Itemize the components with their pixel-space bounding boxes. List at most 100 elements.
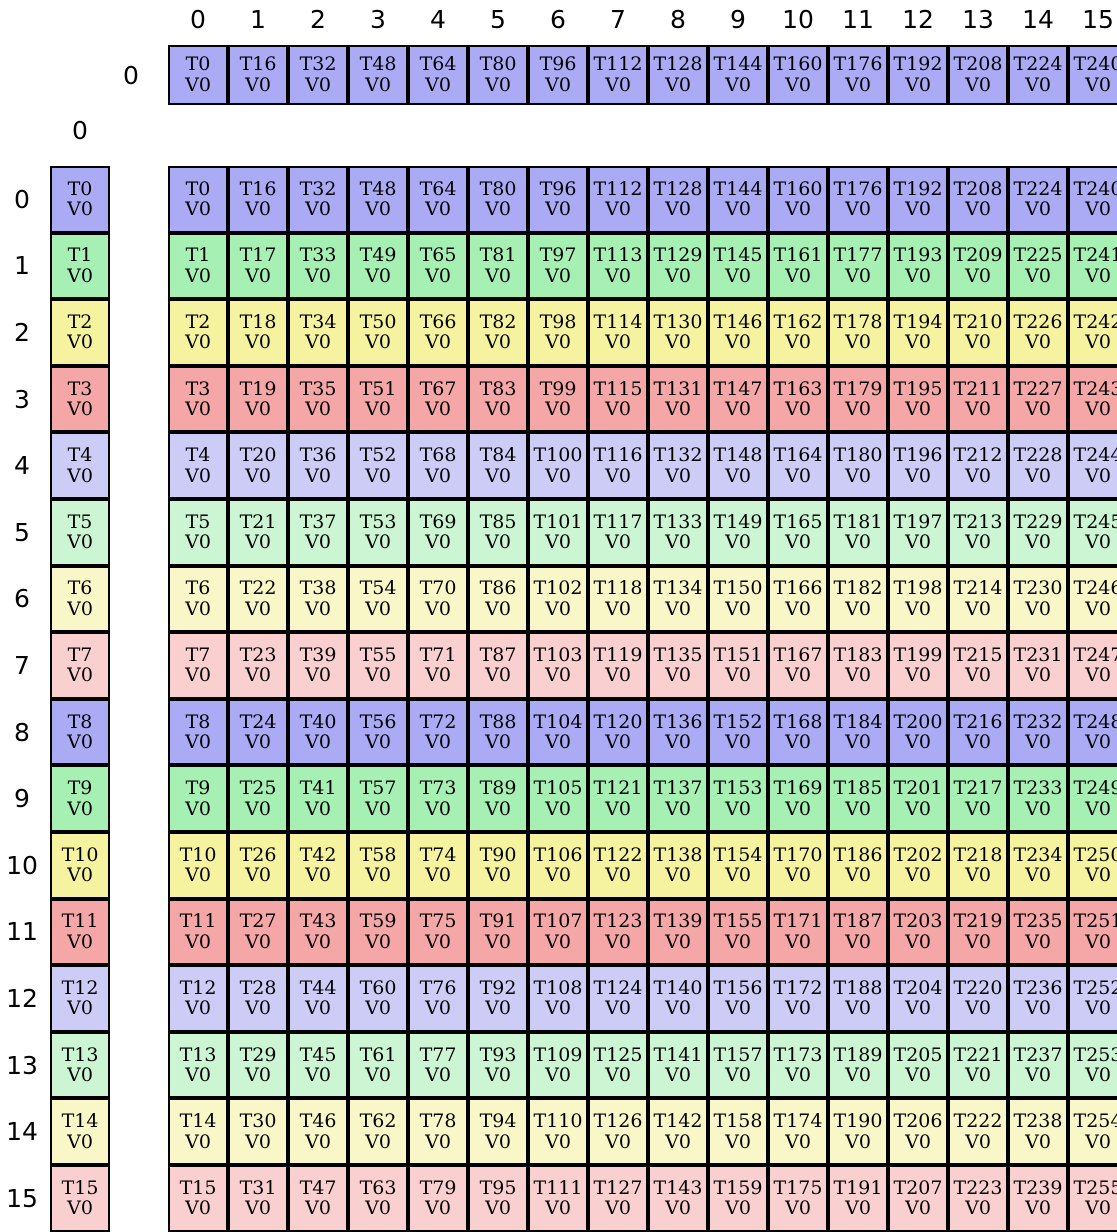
cell-thread-id: T91: [479, 910, 517, 933]
cell-value-id: V0: [305, 930, 331, 953]
grid-cell-T179: T179 V0: [828, 365, 888, 433]
cell-thread-id: T129: [653, 244, 703, 267]
grid-cell-T101: T101 V0: [528, 499, 588, 566]
grid-cell-T44: T44 V0: [288, 965, 348, 1032]
grid-cell-T221: T221 V0: [948, 1031, 1008, 1099]
cell-value-id: V0: [425, 1064, 451, 1087]
cell-value-id: V0: [545, 1064, 571, 1087]
cell-thread-id: T134: [653, 577, 703, 600]
top-strip-cell-T80: T80 V0: [468, 45, 528, 105]
grid-cell-T16: T16 V0: [228, 166, 288, 233]
cell-value-id: V0: [605, 531, 631, 554]
grid-cell-T3: T3 V0: [168, 365, 228, 433]
cell-thread-id: T108: [533, 976, 583, 999]
grid-cell-T109: T109 V0: [528, 1031, 588, 1099]
left-strip-cell-T12: T12 V0: [50, 965, 110, 1032]
grid-row-header-0: 0: [14, 184, 30, 214]
grid-cell-T120: T120 V0: [588, 698, 648, 766]
cell-thread-id: T4: [67, 444, 93, 467]
top-strip-cell-T48: T48 V0: [348, 45, 408, 105]
cell-value-id: V0: [545, 1130, 571, 1153]
cell-thread-id: T62: [359, 1110, 397, 1133]
grid-cell-T176: T176 V0: [828, 166, 888, 233]
cell-thread-id: T254: [1073, 1110, 1117, 1133]
cell-value-id: V0: [67, 1197, 93, 1220]
cell-thread-id: T248: [1073, 710, 1117, 733]
cell-value-id: V0: [845, 464, 871, 487]
cell-value-id: V0: [725, 1130, 751, 1153]
cell-value-id: V0: [245, 930, 271, 953]
grid-cell-T242: T242 V0: [1068, 299, 1117, 366]
cell-thread-id: T139: [653, 910, 703, 933]
top-strip-col-header-7: 7: [610, 4, 626, 34]
cell-thread-id: T37: [299, 510, 337, 533]
cell-thread-id: T95: [479, 1176, 517, 1199]
cell-thread-id: T35: [299, 377, 337, 400]
cell-thread-id: T58: [359, 843, 397, 866]
cell-thread-id: T182: [833, 577, 883, 600]
grid-row-header-4: 4: [14, 451, 30, 481]
cell-value-id: V0: [67, 198, 93, 221]
cell-value-id: V0: [365, 331, 391, 354]
cell-value-id: V0: [365, 1197, 391, 1220]
left-strip-cell-T5: T5 V0: [50, 499, 110, 566]
top-strip-col-header-1: 1: [250, 4, 266, 34]
top-strip-col-header-14: 14: [1022, 4, 1054, 34]
cell-value-id: V0: [965, 997, 991, 1020]
cell-thread-id: T20: [239, 444, 277, 467]
cell-thread-id: T33: [299, 244, 337, 267]
grid-cell-T137: T137 V0: [648, 765, 708, 832]
cell-value-id: V0: [785, 1064, 811, 1087]
cell-value-id: V0: [605, 331, 631, 354]
cell-thread-id: T161: [773, 244, 823, 267]
grid-cell-T46: T46 V0: [288, 1098, 348, 1165]
left-strip-cell-T3: T3 V0: [50, 365, 110, 433]
grid-cell-T133: T133 V0: [648, 499, 708, 566]
cell-value-id: V0: [845, 398, 871, 421]
grid-cell-T85: T85 V0: [468, 499, 528, 566]
grid-cell-T204: T204 V0: [888, 965, 948, 1032]
cell-thread-id: T184: [833, 710, 883, 733]
cell-thread-id: T11: [179, 910, 217, 933]
grid-cell-T35: T35 V0: [288, 365, 348, 433]
cell-thread-id: T164: [773, 444, 823, 467]
cell-thread-id: T65: [419, 244, 457, 267]
grid-cell-T138: T138 V0: [648, 832, 708, 899]
cell-value-id: V0: [245, 464, 271, 487]
cell-thread-id: T233: [1013, 777, 1063, 800]
grid-cell-T147: T147 V0: [708, 365, 768, 433]
cell-thread-id: T88: [479, 710, 517, 733]
cell-thread-id: T236: [1013, 976, 1063, 999]
cell-thread-id: T222: [953, 1110, 1003, 1133]
grid-cell-T253: T253 V0: [1068, 1031, 1117, 1099]
grid-cell-T89: T89 V0: [468, 765, 528, 832]
cell-thread-id: T117: [593, 510, 643, 533]
grid-cell-T69: T69 V0: [408, 499, 468, 566]
grid-cell-T174: T174 V0: [768, 1098, 828, 1165]
cell-value-id: V0: [485, 1064, 511, 1087]
grid-cell-T135: T135 V0: [648, 632, 708, 699]
top-strip-cell-T128: T128 V0: [648, 45, 708, 105]
cell-value-id: V0: [1085, 930, 1111, 953]
grid-cell-T14: T14 V0: [168, 1098, 228, 1165]
cell-thread-id: T7: [185, 643, 211, 666]
cell-value-id: V0: [425, 74, 451, 96]
cell-value-id: V0: [185, 864, 211, 887]
cell-value-id: V0: [725, 464, 751, 487]
cell-value-id: V0: [305, 864, 331, 887]
cell-value-id: V0: [245, 597, 271, 620]
cell-thread-id: T131: [653, 377, 703, 400]
cell-value-id: V0: [425, 531, 451, 554]
grid-cell-T50: T50 V0: [348, 299, 408, 366]
left-strip-col-header-0: 0: [72, 115, 88, 145]
cell-value-id: V0: [605, 797, 631, 820]
cell-value-id: V0: [245, 1130, 271, 1153]
cell-value-id: V0: [785, 864, 811, 887]
left-strip-cell-T13: T13 V0: [50, 1031, 110, 1099]
cell-thread-id: T224: [1013, 177, 1063, 200]
grid-cell-T212: T212 V0: [948, 432, 1008, 499]
cell-value-id: V0: [725, 997, 751, 1020]
grid-cell-T77: T77 V0: [408, 1031, 468, 1099]
cell-value-id: V0: [67, 597, 93, 620]
cell-thread-id: T8: [185, 710, 211, 733]
